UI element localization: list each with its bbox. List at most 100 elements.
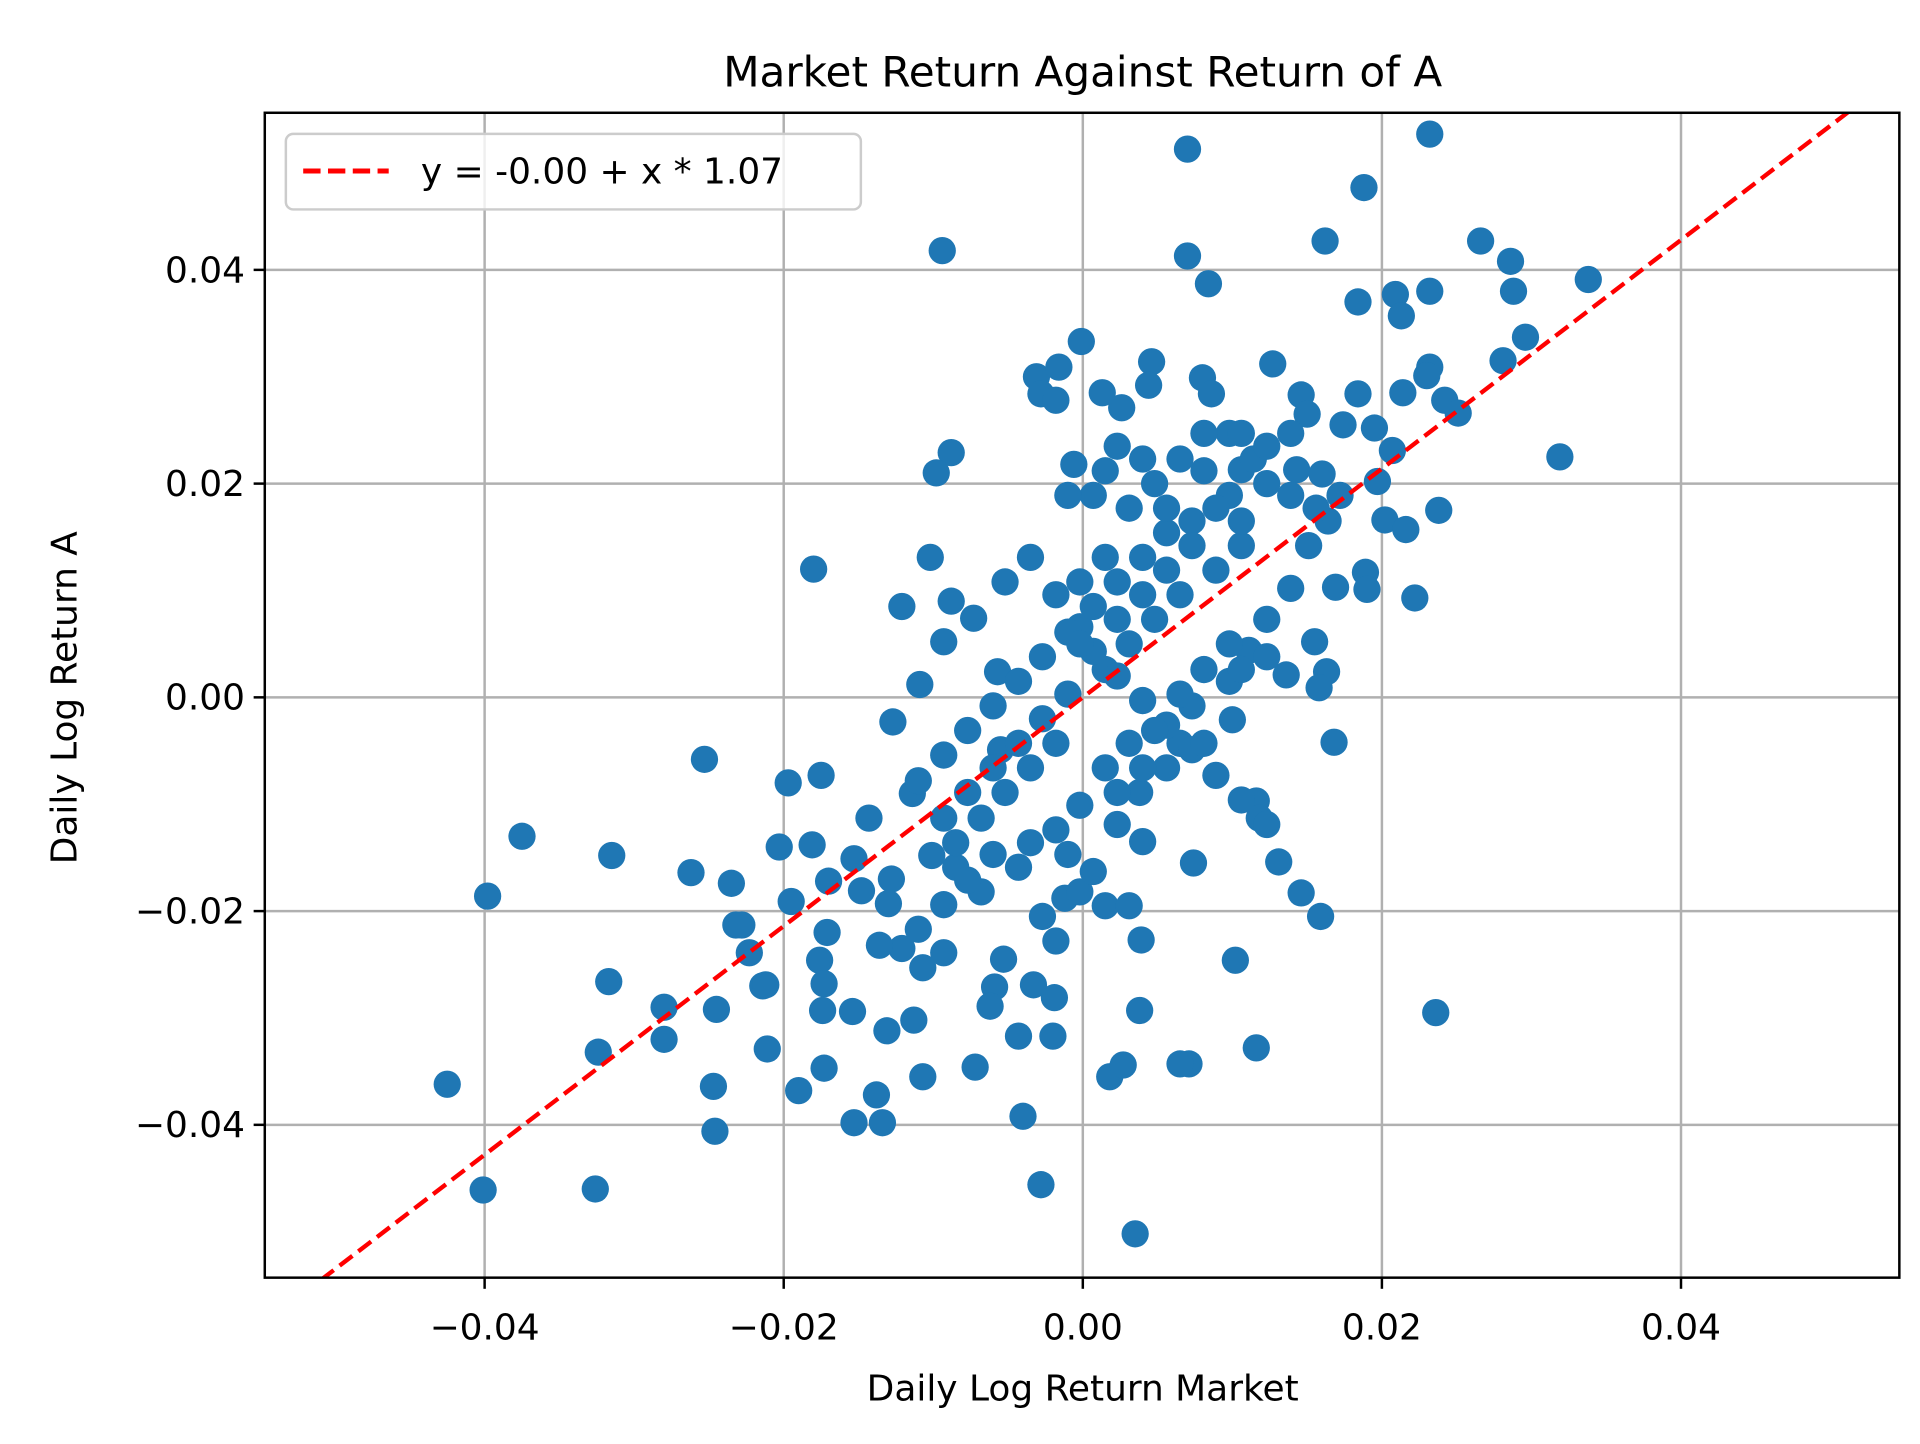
data-point — [1353, 575, 1381, 604]
x-tick-label: 0.00 — [1043, 1308, 1123, 1349]
data-point — [1109, 1051, 1137, 1079]
data-point — [1028, 705, 1057, 733]
data-point — [840, 845, 868, 873]
data-point — [1194, 270, 1223, 298]
data-point — [1103, 432, 1131, 460]
data-point — [1221, 946, 1249, 974]
data-point — [1489, 347, 1517, 375]
data-point — [581, 1175, 609, 1203]
data-point — [1511, 323, 1540, 351]
data-point — [1091, 754, 1119, 782]
data-point — [991, 778, 1019, 807]
data-point — [1042, 927, 1070, 955]
data-point — [1079, 857, 1107, 886]
data-point — [888, 592, 916, 621]
data-point — [1277, 481, 1305, 509]
data-point — [1126, 778, 1154, 807]
data-point — [1202, 761, 1230, 789]
data-point — [1496, 247, 1525, 275]
data-point — [989, 945, 1018, 973]
data-point — [928, 237, 956, 265]
data-point — [1140, 605, 1169, 633]
data-point — [1009, 1102, 1037, 1130]
data-point — [1179, 849, 1208, 877]
y-axis-label: Daily Log Return A — [44, 531, 85, 865]
data-point — [1067, 327, 1095, 356]
data-point — [1129, 686, 1157, 715]
data-point — [752, 971, 780, 999]
data-point — [1499, 277, 1528, 305]
data-point — [1115, 892, 1143, 920]
data-point — [1054, 481, 1082, 509]
data-point — [1287, 879, 1315, 907]
data-point — [1389, 379, 1417, 407]
data-point — [1215, 630, 1244, 658]
data-point — [1253, 469, 1281, 498]
x-tick-label: 0.02 — [1342, 1308, 1422, 1349]
data-point — [1381, 280, 1410, 309]
data-point — [1004, 853, 1033, 881]
data-point — [717, 869, 746, 897]
data-point — [1350, 173, 1378, 202]
data-point — [1416, 120, 1444, 148]
data-point — [699, 1072, 728, 1100]
data-point — [1045, 353, 1073, 381]
data-point — [798, 831, 826, 859]
data-point — [1466, 227, 1495, 255]
data-point — [954, 866, 982, 894]
data-point — [967, 804, 995, 832]
data-point — [1306, 902, 1335, 931]
data-point — [1425, 496, 1453, 524]
data-point — [1227, 419, 1255, 448]
data-point — [930, 891, 958, 919]
x-axis-label: Daily Log Return Market — [867, 1368, 1299, 1409]
data-point — [930, 628, 958, 656]
scatter-points — [433, 120, 1602, 1248]
data-point — [1129, 754, 1157, 782]
data-point — [922, 459, 950, 487]
data-point — [1360, 414, 1389, 442]
data-point — [1166, 1050, 1194, 1078]
data-point — [904, 915, 932, 943]
data-point — [1054, 840, 1082, 869]
data-point — [1416, 277, 1444, 305]
data-point — [991, 568, 1019, 596]
data-point — [1227, 507, 1255, 535]
x-tick-label: −0.04 — [430, 1308, 540, 1349]
data-point — [1401, 584, 1429, 612]
data-point — [1253, 810, 1281, 839]
data-point — [1202, 494, 1230, 522]
data-point — [1202, 556, 1230, 584]
data-point — [1371, 506, 1399, 534]
data-point — [1311, 227, 1339, 255]
data-point — [1091, 892, 1119, 920]
data-point — [1387, 302, 1415, 330]
y-tick-label: 0.04 — [165, 250, 245, 291]
data-point — [598, 841, 626, 870]
data-point — [937, 438, 965, 467]
data-point — [916, 543, 944, 571]
data-point — [1129, 543, 1157, 571]
data-point — [1190, 419, 1218, 448]
data-point — [508, 822, 536, 850]
data-point — [918, 841, 946, 870]
data-point — [1321, 573, 1350, 601]
data-point — [954, 778, 982, 807]
data-point — [1134, 371, 1163, 399]
data-point — [1027, 1171, 1055, 1199]
data-point — [1422, 998, 1450, 1027]
data-point — [1283, 456, 1311, 484]
data-point — [810, 970, 838, 998]
data-point — [1004, 1022, 1033, 1050]
data-point — [1300, 628, 1329, 656]
x-tick-label: 0.04 — [1641, 1308, 1721, 1349]
data-point — [1066, 791, 1094, 819]
data-point — [1004, 667, 1033, 695]
data-point — [1016, 543, 1045, 571]
data-point — [777, 887, 805, 916]
data-point — [888, 934, 916, 963]
data-point — [1392, 515, 1420, 544]
data-point — [954, 716, 982, 745]
data-point — [1329, 411, 1357, 439]
